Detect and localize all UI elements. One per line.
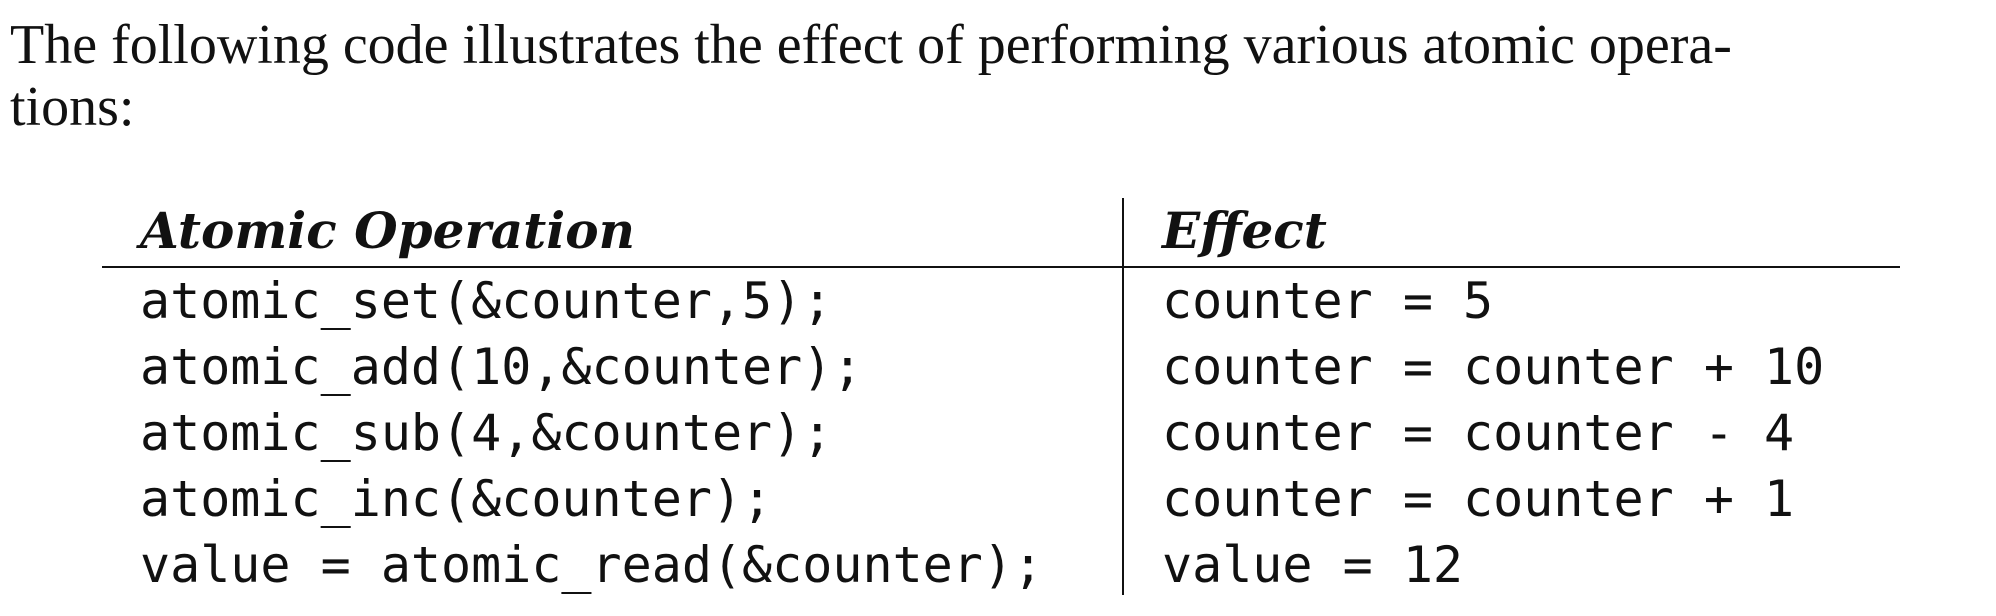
- operation-cell: atomic_add(10,&counter);: [140, 338, 863, 396]
- header-atomic-operation: Atomic Operation: [140, 201, 635, 260]
- effect-cell: value = 12: [1162, 536, 1464, 594]
- intro-line-2: tions:: [10, 76, 135, 138]
- header-rule: [102, 266, 1900, 268]
- intro-line-1: The following code illustrates the effec…: [10, 14, 1732, 76]
- table-body: atomic_set(&counter,5); counter = 5 atom…: [102, 268, 1900, 598]
- operation-cell: atomic_sub(4,&counter);: [140, 404, 833, 462]
- header-effect: Effect: [1162, 201, 1327, 260]
- operation-cell: atomic_inc(&counter);: [140, 470, 773, 528]
- effect-cell: counter = 5: [1162, 272, 1494, 330]
- table-row: atomic_inc(&counter); counter = counter …: [102, 466, 1900, 532]
- effect-cell: counter = counter + 10: [1162, 338, 1825, 396]
- intro-paragraph: The following code illustrates the effec…: [10, 14, 1910, 138]
- effect-cell: counter = counter - 4: [1162, 404, 1795, 462]
- effect-cell: counter = counter + 1: [1162, 470, 1795, 528]
- table-row: atomic_set(&counter,5); counter = 5: [102, 268, 1900, 334]
- table-row: value = atomic_read(&counter); value = 1…: [102, 532, 1900, 598]
- operation-cell: atomic_set(&counter,5);: [140, 272, 833, 330]
- column-divider: [1122, 198, 1124, 595]
- table-row: atomic_sub(4,&counter); counter = counte…: [102, 400, 1900, 466]
- operation-cell: value = atomic_read(&counter);: [140, 536, 1044, 594]
- table-row: atomic_add(10,&counter); counter = count…: [102, 334, 1900, 400]
- atomic-operations-table: Atomic Operation Effect atomic_set(&coun…: [102, 198, 1900, 598]
